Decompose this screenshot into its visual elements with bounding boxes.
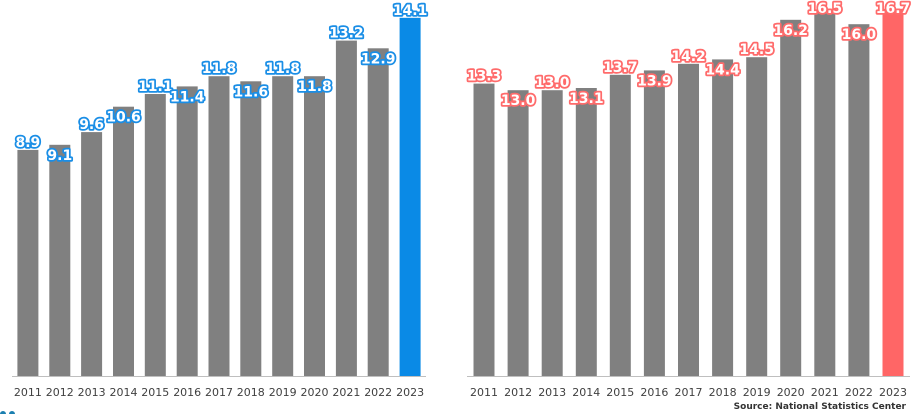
chart-2: 2011 13.3 2012 13.0 2013 13.0 2014 13.1 2015 13.7… bbox=[465, 0, 912, 399]
bar-2011 bbox=[473, 83, 495, 376]
data-label: 11.4 bbox=[170, 89, 205, 105]
bar-2013 bbox=[81, 132, 103, 376]
bar-2023 bbox=[399, 17, 421, 377]
bar-2012 bbox=[507, 90, 529, 376]
bar-2016 bbox=[643, 70, 665, 377]
data-label: 16.2 bbox=[773, 23, 808, 39]
data-label: 13.3 bbox=[467, 69, 502, 85]
x-tick-label: 2022 bbox=[364, 386, 392, 399]
bar-2019 bbox=[746, 57, 768, 376]
data-label: 13.1 bbox=[569, 91, 604, 107]
x-tick-label: 2015 bbox=[141, 386, 169, 399]
bar-2017 bbox=[678, 63, 699, 377]
bar-2020 bbox=[780, 19, 802, 377]
data-label: 13.0 bbox=[501, 93, 536, 109]
bar-2012 bbox=[49, 144, 71, 376]
bar-2018 bbox=[240, 81, 262, 377]
bar-2014 bbox=[575, 88, 597, 376]
x-tick-label: 2020 bbox=[777, 386, 805, 399]
bar-2019 bbox=[272, 76, 294, 376]
x-tick-label: 2011 bbox=[14, 386, 42, 399]
bar-2011 bbox=[17, 149, 39, 376]
chart-1: 2011 8.9 2012 9.1 2013 9.6 2014 10.6 2015 11.1 201… bbox=[12, 1, 429, 399]
data-label: 13.9 bbox=[637, 73, 672, 89]
bar-2022 bbox=[367, 48, 389, 377]
bar-2021 bbox=[814, 13, 836, 376]
data-label: 16.7 bbox=[876, 1, 911, 17]
corner-logo-mark bbox=[0, 411, 15, 414]
data-label: 14.4 bbox=[705, 62, 740, 78]
bar-2023 bbox=[882, 8, 904, 377]
x-tick-label: 2013 bbox=[78, 386, 106, 399]
x-tick-label: 2019 bbox=[269, 386, 297, 399]
data-label: 9.1 bbox=[47, 148, 72, 164]
data-label: 14.1 bbox=[393, 3, 428, 19]
source-note: Source: National Statistics Center bbox=[733, 402, 906, 412]
data-label: 10.6 bbox=[106, 110, 141, 126]
data-label: 11.6 bbox=[234, 84, 269, 100]
x-tick-label: 2018 bbox=[709, 386, 737, 399]
x-tick-label: 2016 bbox=[173, 386, 201, 399]
data-label: 8.9 bbox=[15, 135, 40, 151]
x-tick-label: 2012 bbox=[46, 386, 74, 399]
bar-2022 bbox=[848, 24, 870, 376]
bar-2015 bbox=[609, 74, 631, 377]
data-label: 12.9 bbox=[361, 51, 396, 67]
data-label: 16.0 bbox=[842, 27, 877, 43]
data-label: 14.2 bbox=[671, 49, 706, 65]
data-label: 13.0 bbox=[535, 75, 570, 91]
bar-2014 bbox=[113, 106, 134, 376]
x-tick-label: 2021 bbox=[811, 386, 839, 399]
x-tick-label: 2017 bbox=[205, 386, 233, 399]
bar-2015 bbox=[144, 94, 166, 376]
data-label: 11.8 bbox=[297, 79, 332, 95]
data-label: 16.5 bbox=[808, 1, 843, 17]
x-tick-label: 2023 bbox=[879, 386, 907, 399]
x-tick-label: 2015 bbox=[606, 386, 634, 399]
bar-2020 bbox=[304, 76, 325, 376]
data-label: 11.1 bbox=[138, 79, 173, 95]
data-label: 13.2 bbox=[329, 26, 364, 42]
x-tick-label: 2014 bbox=[572, 386, 600, 399]
data-label: 11.8 bbox=[202, 61, 237, 77]
x-tick-label: 2019 bbox=[743, 386, 771, 399]
x-tick-label: 2016 bbox=[640, 386, 668, 399]
x-tick-label: 2013 bbox=[538, 386, 566, 399]
bar-2017 bbox=[208, 76, 230, 376]
data-label: 11.8 bbox=[265, 61, 300, 77]
x-tick-label: 2021 bbox=[332, 386, 360, 399]
bar-2021 bbox=[335, 40, 357, 376]
x-tick-label: 2018 bbox=[237, 386, 265, 399]
bar-2018 bbox=[712, 59, 734, 377]
x-tick-label: 2012 bbox=[504, 386, 532, 399]
data-label: 14.5 bbox=[739, 42, 774, 58]
bar-2016 bbox=[176, 86, 198, 377]
x-tick-label: 2022 bbox=[845, 386, 873, 399]
data-label: 13.7 bbox=[603, 60, 638, 76]
bar-2013 bbox=[541, 90, 563, 376]
x-tick-label: 2020 bbox=[301, 386, 329, 399]
x-tick-label: 2023 bbox=[396, 386, 424, 399]
x-tick-label: 2011 bbox=[470, 386, 498, 399]
x-tick-label: 2017 bbox=[675, 386, 703, 399]
x-tick-label: 2014 bbox=[110, 386, 138, 399]
data-label: 9.6 bbox=[79, 117, 104, 133]
